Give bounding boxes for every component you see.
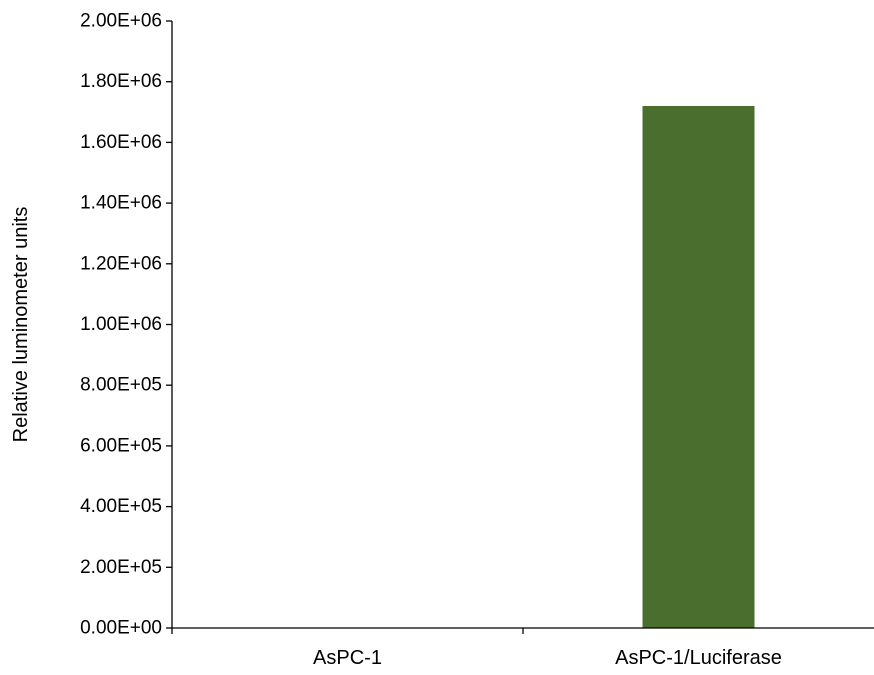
bar-1 (642, 105, 755, 629)
y-tick-label: 1.00E+06 (80, 314, 162, 335)
axes-layer (171, 21, 874, 629)
x-category-label: AsPC-1 (313, 647, 382, 669)
y-tick-label: 4.00E+05 (80, 496, 162, 517)
y-tick-label: 2.00E+06 (80, 11, 162, 32)
bars-layer (642, 105, 755, 629)
x-ticks: AsPC-1 AsPC-1/Luciferase (171, 628, 782, 669)
y-tick-label: 8.00E+05 (80, 375, 162, 396)
y-tick-label: 1.20E+06 (80, 253, 162, 274)
y-tick-label: 1.40E+06 (80, 193, 162, 214)
y-tick-label: 2.00E+05 (80, 557, 162, 578)
y-tick-label: 0.00E+00 (80, 618, 162, 639)
y-tick-label: 1.80E+06 (80, 71, 162, 92)
y-tick-label: 1.60E+06 (80, 132, 162, 153)
x-category-label: AsPC-1/Luciferase (615, 647, 782, 669)
y-axis-title: Relative luminometer units (10, 207, 32, 443)
y-ticks: 0.00E+00 2.00E+05 4.00E+05 6.00E+05 8.00E+05… (80, 11, 172, 639)
y-tick-label: 6.00E+05 (80, 435, 162, 456)
